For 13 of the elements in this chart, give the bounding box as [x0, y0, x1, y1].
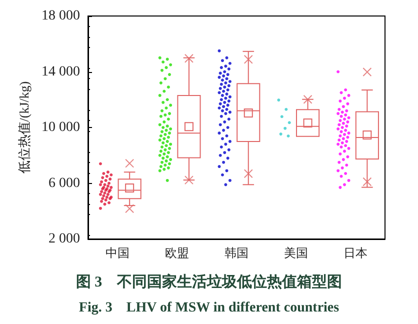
y-tick-label: 10 000 [42, 120, 80, 135]
text: 图 3 不同国家生活垃圾低位热值箱型图 [76, 272, 342, 290]
x-tick-label: 韩国 [224, 246, 248, 260]
x-tick-label: 中国 [106, 246, 130, 260]
y-tick-label: 14 000 [42, 64, 80, 80]
text: Fig. 3 LHV of MSW in different countries [78, 300, 340, 316]
x-tick-label: 日本 [343, 246, 368, 260]
y-tick-label: 2 000 [48, 232, 80, 246]
y-tick-label: 6 000 [48, 176, 80, 191]
x-tick-label: 欧盟 [165, 246, 190, 260]
y-tick-label: 18 000 [42, 8, 80, 24]
y-axis-title: 低位热值/(kJ/kg) [16, 81, 32, 174]
x-tick-label: 美国 [284, 246, 308, 260]
